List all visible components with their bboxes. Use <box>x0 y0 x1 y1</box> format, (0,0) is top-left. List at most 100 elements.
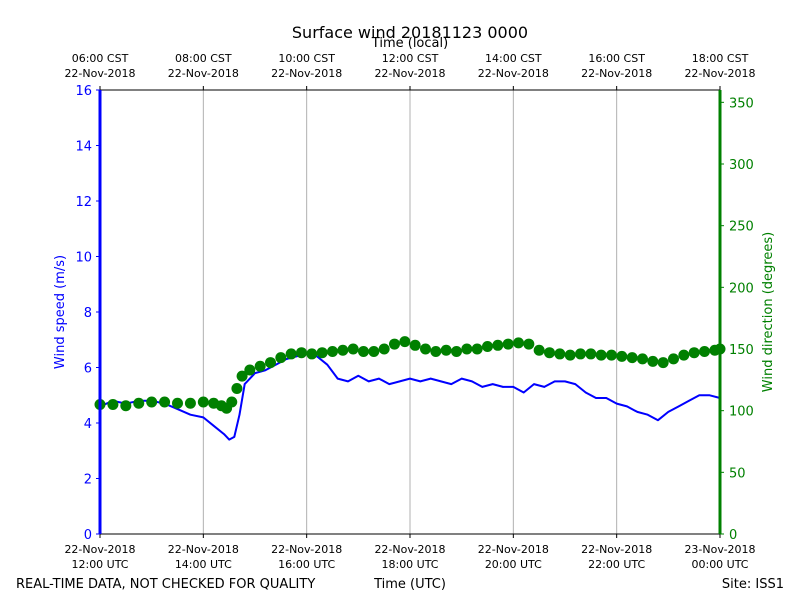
wind-speed-point <box>398 380 401 383</box>
wind-direction-point <box>159 396 171 408</box>
wind-direction-point <box>197 396 209 408</box>
wind-direction-point <box>337 344 349 356</box>
bottom-x-tick-time: 16:00 UTC <box>278 558 335 571</box>
wind-speed-point <box>636 411 639 413</box>
wind-speed-point <box>189 413 192 416</box>
right-y-tick-label: 250 <box>729 220 754 235</box>
top-x-tick-date: 22-Nov-2018 <box>684 67 755 80</box>
top-x-ticks: 06:00 CST 22-Nov-2018 08:00 CST 22-Nov-2018… <box>64 52 756 90</box>
wind-speed-point <box>595 397 597 399</box>
wind-speed-point <box>512 386 515 388</box>
wind-speed-point <box>264 369 267 372</box>
quality-footer: REAL-TIME DATA, NOT CHECKED FOR QUALITY <box>16 577 315 592</box>
right-y-tick-label: 150 <box>729 343 754 358</box>
top-x-axis-label: Time (local) <box>371 36 448 51</box>
left-y-tick-label: 8 <box>84 306 92 321</box>
wind-speed-point <box>657 419 659 422</box>
right-y-tick-label: 300 <box>729 158 754 173</box>
bottom-x-tick-date: 22-Nov-2018 <box>374 543 445 556</box>
wind-speed-point <box>698 394 701 397</box>
chart-title: Surface wind 20181123 0000 <box>292 23 528 42</box>
wind-speed-point <box>357 375 360 377</box>
bottom-x-tick-date: 22-Nov-2018 <box>581 543 652 556</box>
wind-direction-point <box>523 338 535 350</box>
wind-direction-point <box>544 347 555 359</box>
wind-speed-point <box>584 391 587 394</box>
bottom-x-tick-time: 20:00 UTC <box>485 558 542 571</box>
wind-speed-point <box>564 380 566 383</box>
wind-direction-point <box>146 396 158 408</box>
top-x-tick-time: 08:00 CST <box>175 52 232 65</box>
left-y-tick-label: 16 <box>75 84 92 99</box>
wind-direction-point <box>554 348 566 360</box>
bottom-x-tick-time: 14:00 UTC <box>175 558 232 571</box>
wind-direction-point <box>409 339 421 351</box>
wind-speed-point <box>367 380 370 383</box>
wind-direction-point <box>668 353 679 365</box>
top-x-tick-time: 16:00 CST <box>588 52 645 65</box>
wind-speed-point <box>378 377 380 380</box>
left-y-tick-label: 0 <box>84 528 92 543</box>
wind-direction-point <box>389 338 400 350</box>
wind-speed-point <box>326 363 329 366</box>
left-y-axis-label: Wind speed (m/s) <box>53 255 68 369</box>
left-y-tick-label: 14 <box>75 140 92 155</box>
wind-speed-point <box>388 383 391 385</box>
wind-speed-point <box>460 377 463 380</box>
wind-speed-point <box>212 424 215 427</box>
wind-direction-point <box>471 343 483 355</box>
wind-direction-point <box>133 397 145 409</box>
wind-direction-point <box>285 348 297 360</box>
wind-direction-point <box>231 382 243 394</box>
wind-direction-point <box>275 352 287 364</box>
bottom-x-tick-time: 12:00 UTC <box>71 558 128 571</box>
wind-speed-point <box>450 383 453 385</box>
top-x-tick-date: 22-Nov-2018 <box>168 67 239 80</box>
wind-speed-point <box>228 438 230 441</box>
wind-speed-point <box>605 397 608 399</box>
left-y-tick-label: 12 <box>75 195 92 210</box>
wind-speed-point <box>708 394 711 397</box>
wind-direction-point <box>606 349 617 361</box>
series-layer <box>94 336 726 441</box>
wind-direction-point <box>316 347 328 359</box>
wind-direction-point <box>226 396 238 408</box>
wind-direction-point <box>533 344 545 356</box>
right-y-tick-label: 200 <box>729 281 754 296</box>
bottom-x-tick-date: 23-Nov-2018 <box>684 543 755 556</box>
top-x-tick-time: 06:00 CST <box>72 52 129 65</box>
left-y-tick-label: 2 <box>84 473 92 488</box>
bottom-x-tick-time: 00:00 UTC <box>691 558 748 571</box>
wind-direction-point <box>637 353 648 365</box>
wind-direction-point <box>236 370 248 382</box>
wind-direction-point <box>575 348 586 360</box>
wind-direction-point <box>564 349 576 361</box>
wind-direction-point <box>440 344 452 356</box>
wind-speed-point <box>223 433 225 435</box>
right-y-tick-label: 350 <box>729 96 754 111</box>
wind-direction-point <box>420 343 431 355</box>
right-y-axis-label: Wind direction (degrees) <box>761 232 776 392</box>
wind-direction-point <box>699 345 710 357</box>
right-y-tick-label: 100 <box>729 405 754 420</box>
wind-direction-point <box>502 338 514 350</box>
top-x-tick-time: 14:00 CST <box>485 52 542 65</box>
wind-direction-point <box>513 337 524 349</box>
top-x-tick-time: 18:00 CST <box>692 52 749 65</box>
wind-direction-point <box>184 397 196 409</box>
wind-speed-point <box>419 380 422 383</box>
wind-speed-point <box>522 391 525 394</box>
wind-speed-point <box>481 386 484 388</box>
wind-speed-point <box>202 416 205 419</box>
vertical-grid <box>202 90 618 534</box>
right-y-ticks: 0 50 100 150 200 250 300 350 <box>720 96 754 543</box>
bottom-x-axis-label: Time (UTC) <box>373 577 446 592</box>
wind-speed-point <box>615 402 618 405</box>
top-x-tick-time: 12:00 CST <box>382 52 439 65</box>
bottom-x-tick-date: 22-Nov-2018 <box>168 543 239 556</box>
top-x-tick-time: 10:00 CST <box>278 52 335 65</box>
wind-speed-point <box>347 380 349 383</box>
bottom-x-tick-date: 22-Nov-2018 <box>271 543 342 556</box>
